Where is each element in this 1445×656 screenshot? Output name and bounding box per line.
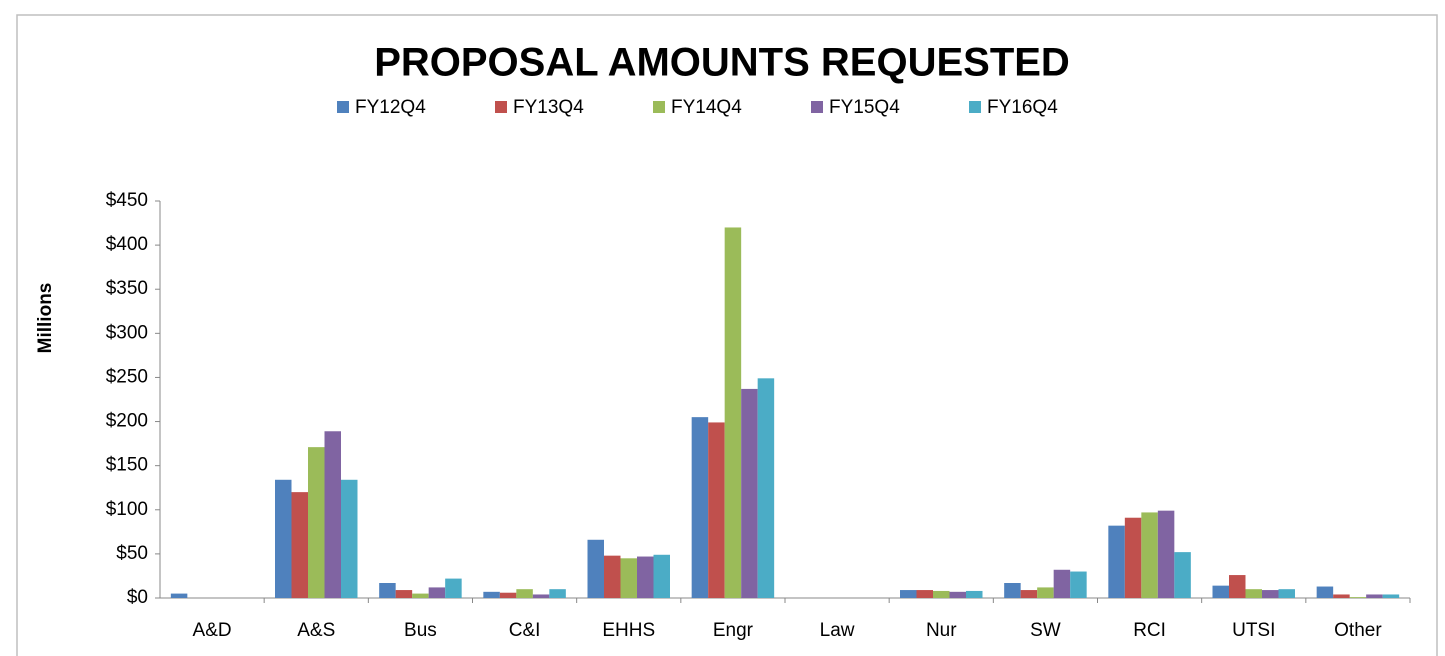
legend-swatch [337, 101, 349, 113]
bar [620, 558, 637, 598]
bar [1037, 587, 1054, 598]
bar [324, 431, 341, 598]
y-axis-label: Millions [35, 283, 56, 354]
bar [949, 591, 966, 598]
bar [499, 592, 517, 598]
legend-swatch [653, 101, 665, 113]
bar [395, 590, 413, 598]
bar [1070, 571, 1087, 598]
bar [1333, 594, 1350, 598]
legend-swatch [495, 101, 507, 113]
bar [966, 590, 983, 598]
chart-border [16, 14, 1438, 656]
bar [1245, 589, 1262, 598]
bar [412, 593, 429, 598]
bar [587, 539, 604, 598]
y-tick-label: $300 [106, 322, 148, 343]
bar [708, 422, 725, 598]
x-tick-label: A&D [193, 620, 232, 641]
bar [653, 554, 670, 598]
bar [1349, 597, 1367, 598]
bar [1124, 517, 1142, 598]
bar [1020, 590, 1038, 598]
legend-label: FY12Q4 [355, 97, 426, 118]
bar [604, 555, 621, 598]
bar [1262, 590, 1279, 598]
bar [516, 589, 533, 598]
bar [379, 583, 396, 598]
bar [308, 447, 325, 598]
bar [1278, 589, 1295, 598]
bar [691, 417, 709, 598]
bar [1157, 510, 1175, 598]
bar [1382, 594, 1400, 598]
x-tick-label: RCI [1133, 620, 1166, 641]
bar [341, 479, 358, 598]
bar [757, 378, 775, 598]
x-tick-label: UTSI [1232, 620, 1275, 641]
x-tick-label: Bus [404, 620, 437, 641]
bar [428, 587, 446, 598]
x-tick-label: Nur [926, 620, 957, 641]
y-tick-label: $450 [106, 190, 148, 211]
x-tick-label: Engr [713, 620, 754, 641]
bar [291, 492, 308, 598]
bar [170, 593, 188, 598]
bar [1053, 569, 1071, 598]
bar [741, 388, 758, 598]
bar [637, 556, 654, 598]
x-tick-label: A&S [297, 620, 335, 641]
legend-label: FY16Q4 [987, 97, 1058, 118]
x-tick-label: EHHS [602, 620, 655, 641]
bar [275, 479, 292, 598]
bar [1229, 575, 1246, 598]
legend-label: FY14Q4 [671, 97, 742, 118]
x-tick-label: SW [1030, 620, 1061, 641]
x-tick-label: Law [820, 620, 855, 641]
y-tick-label: $150 [106, 455, 148, 476]
bar [483, 591, 500, 598]
bar [1316, 586, 1334, 598]
y-tick-label: $100 [106, 499, 148, 520]
bar [1174, 552, 1191, 598]
legend-swatch [969, 101, 981, 113]
bar [532, 594, 550, 598]
bar [1004, 583, 1021, 598]
bar [1212, 585, 1229, 598]
y-tick-label: $350 [106, 278, 148, 299]
legend-label: FY13Q4 [513, 97, 584, 118]
x-tick-label: Other [1334, 620, 1382, 641]
x-tick-label: C&I [509, 620, 541, 641]
bar [933, 590, 950, 598]
bar [1141, 512, 1158, 598]
y-tick-label: $0 [127, 587, 148, 608]
legend-swatch [811, 101, 823, 113]
bar [900, 590, 917, 598]
bar [1366, 594, 1383, 598]
y-tick-label: $400 [106, 234, 148, 255]
y-tick-label: $50 [116, 543, 148, 564]
bar [445, 578, 462, 598]
chart-title: PROPOSAL AMOUNTS REQUESTED [374, 41, 1070, 85]
bar [1108, 525, 1125, 598]
legend-label: FY15Q4 [829, 97, 900, 118]
bar [916, 590, 933, 598]
y-tick-label: $250 [106, 366, 148, 387]
bar [724, 227, 742, 598]
y-tick-label: $200 [106, 411, 148, 432]
bar [549, 589, 566, 598]
